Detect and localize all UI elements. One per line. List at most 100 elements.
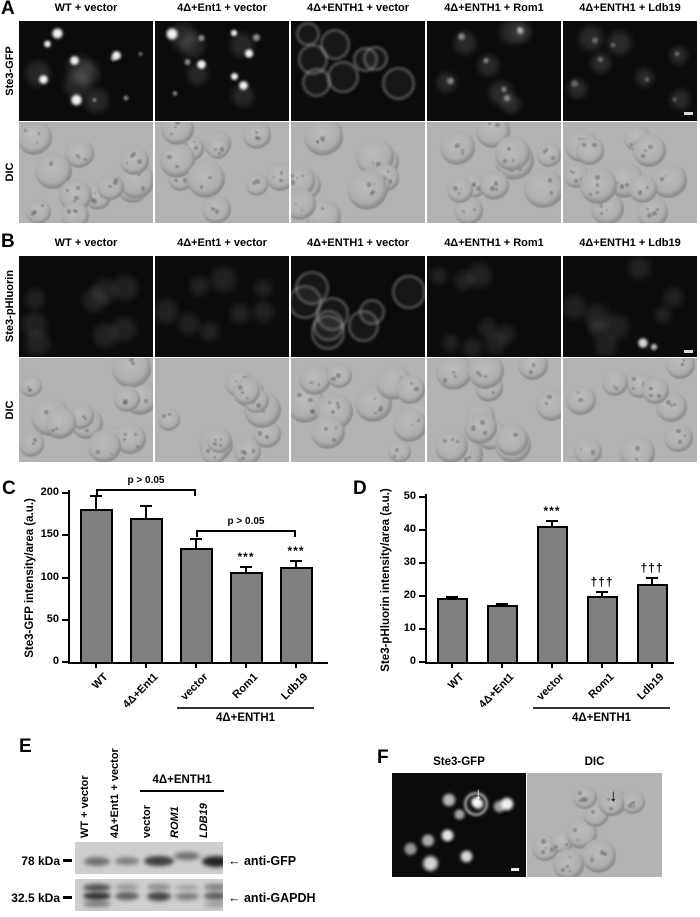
cell xyxy=(122,399,128,405)
cell xyxy=(371,190,375,195)
row-label-ste3-gfp: Ste3-GFP xyxy=(4,46,16,96)
cell xyxy=(331,376,336,382)
cell xyxy=(495,135,531,171)
cell xyxy=(579,448,582,451)
column-header: 4Δ+Ent1 + vector xyxy=(177,237,267,249)
bracket xyxy=(96,488,196,491)
cell xyxy=(29,388,32,391)
y-tick-label: 20 xyxy=(403,589,416,601)
cell xyxy=(25,198,52,223)
cell xyxy=(244,48,255,59)
cell xyxy=(301,68,332,98)
cell xyxy=(634,67,655,88)
cell xyxy=(110,272,141,304)
cell xyxy=(182,178,187,183)
cell xyxy=(483,431,487,435)
cell xyxy=(576,137,604,165)
cell xyxy=(129,358,134,363)
column-header: 4Δ+ENTH1 + vector xyxy=(306,237,410,249)
cell xyxy=(492,390,495,394)
cell xyxy=(131,152,136,157)
cell xyxy=(265,434,269,439)
cell xyxy=(541,839,546,844)
bar xyxy=(436,598,468,664)
cell xyxy=(668,87,693,112)
cell xyxy=(460,335,485,357)
cell xyxy=(157,408,181,431)
cell xyxy=(601,312,632,343)
cell xyxy=(460,151,465,156)
cell xyxy=(457,192,461,195)
cell xyxy=(464,260,495,291)
y-axis-title: Ste3-pHluorin intensity/area (a.u.) xyxy=(380,487,392,672)
cell xyxy=(478,373,483,377)
cell xyxy=(122,94,129,101)
cell xyxy=(111,358,151,388)
cell xyxy=(573,436,602,462)
cell xyxy=(291,285,322,320)
protein-band xyxy=(174,852,200,860)
x-tick xyxy=(295,664,297,668)
cell xyxy=(317,383,321,387)
cell xyxy=(213,441,218,446)
cell xyxy=(580,796,586,802)
cell xyxy=(217,152,222,156)
cell xyxy=(229,71,240,82)
cell xyxy=(463,411,497,445)
cell xyxy=(592,142,597,148)
protein-band xyxy=(83,901,111,907)
cell xyxy=(529,370,533,374)
cell xyxy=(648,387,652,390)
cell xyxy=(513,433,518,437)
cell xyxy=(197,34,206,42)
bracket-end xyxy=(194,488,196,496)
cell xyxy=(167,155,172,160)
cell xyxy=(97,173,124,201)
group-label: 4Δ+ENTH1 xyxy=(215,712,276,724)
y-tick xyxy=(62,534,68,537)
cell xyxy=(234,438,262,462)
cell xyxy=(255,403,261,408)
cell xyxy=(347,310,380,342)
cell xyxy=(471,426,476,432)
protein-band xyxy=(84,856,110,866)
panel-d-label: D xyxy=(353,478,367,499)
column-header: 4Δ+ENTH1 + vector xyxy=(306,2,410,14)
micrograph-ad4 xyxy=(563,122,697,223)
cell xyxy=(496,424,528,456)
cell xyxy=(458,848,474,865)
cell xyxy=(321,139,325,142)
cell xyxy=(670,404,673,408)
cell xyxy=(493,181,499,186)
bar xyxy=(129,518,163,664)
panel-f-label: F xyxy=(377,747,389,768)
x-tick xyxy=(501,664,503,668)
cell xyxy=(595,182,600,187)
cell xyxy=(373,182,376,185)
micrograph-bd2 xyxy=(291,358,425,462)
cell xyxy=(671,96,677,102)
cell xyxy=(628,174,657,204)
cell xyxy=(629,801,633,805)
error-bar-cap xyxy=(290,559,302,562)
cell xyxy=(109,314,139,345)
cell xyxy=(20,375,43,398)
cell xyxy=(453,808,467,821)
cell xyxy=(255,136,260,141)
micrograph-af0 xyxy=(19,21,153,121)
cell xyxy=(211,206,216,211)
cell xyxy=(173,125,177,129)
cell xyxy=(565,865,569,868)
cell xyxy=(631,801,635,805)
cell xyxy=(459,188,462,191)
cell xyxy=(614,387,618,390)
bracket-end xyxy=(294,530,296,538)
cell xyxy=(463,457,469,462)
bracket xyxy=(196,530,296,533)
cell xyxy=(114,386,141,413)
cell xyxy=(311,409,316,414)
cell xyxy=(673,50,680,57)
column-header: WT + vector xyxy=(54,2,118,14)
micrograph-bd0 xyxy=(19,358,153,462)
protein-band xyxy=(144,856,174,866)
